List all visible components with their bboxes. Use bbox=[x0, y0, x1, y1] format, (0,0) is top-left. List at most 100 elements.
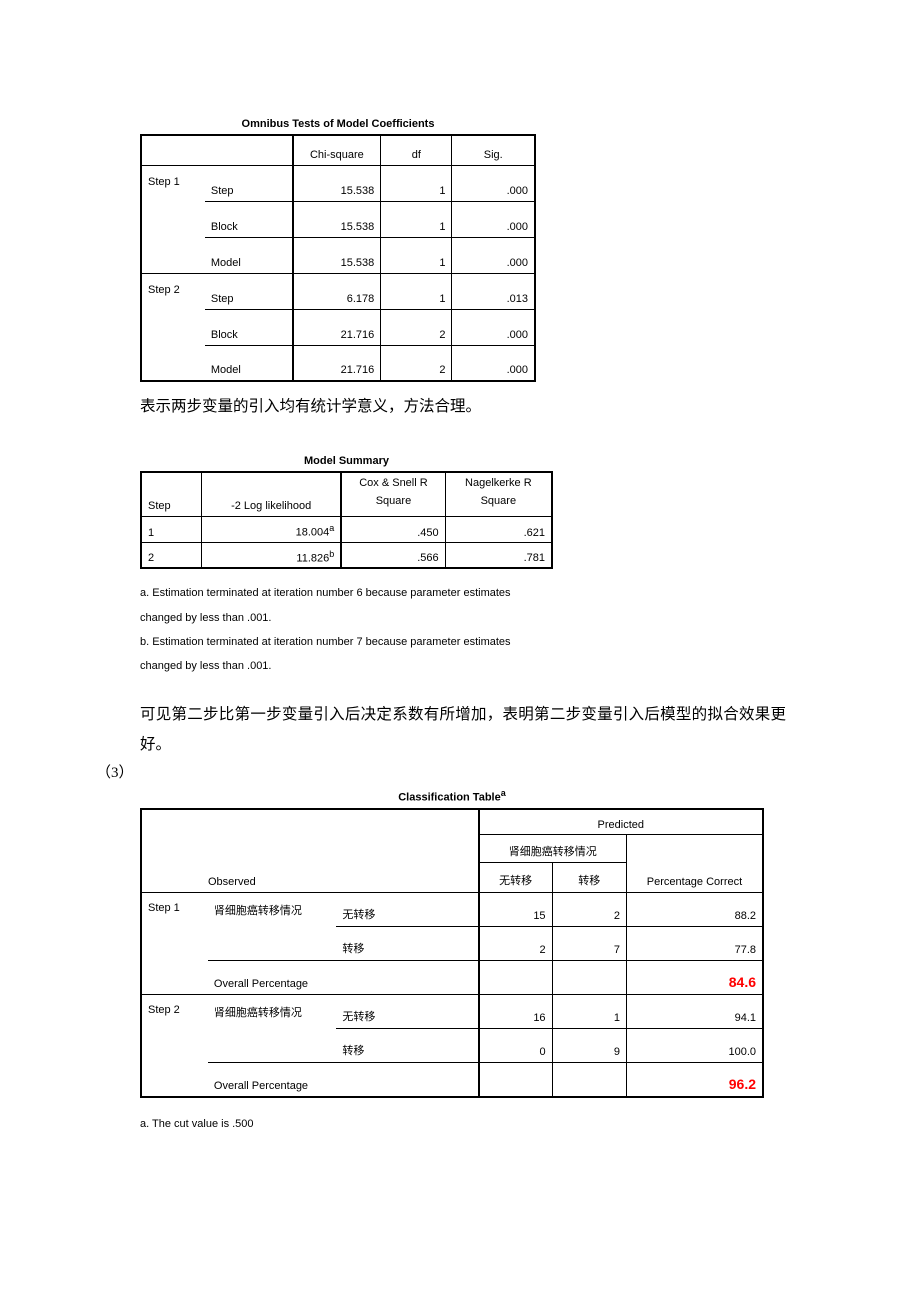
table1-cell: Block bbox=[205, 201, 293, 237]
table3-cell: 转移 bbox=[336, 1029, 478, 1063]
table3-cell: Step 2 bbox=[141, 995, 208, 1097]
table1-cell: Step bbox=[205, 273, 293, 309]
table1-cell: 1 bbox=[381, 273, 452, 309]
table3-cell: 84.6 bbox=[626, 961, 763, 995]
table1-cell: 6.178 bbox=[293, 273, 381, 309]
table3-cell: 100.0 bbox=[626, 1029, 763, 1063]
footnote-line: changed by less than .001. bbox=[140, 654, 920, 678]
table3-cell: 77.8 bbox=[626, 927, 763, 961]
table3-cell: 15 bbox=[479, 893, 552, 927]
table2-cell: .450 bbox=[341, 516, 445, 542]
table2-cell: .781 bbox=[445, 542, 552, 568]
table3-cell bbox=[479, 1063, 552, 1097]
table2-cell: 18.004a bbox=[202, 516, 342, 542]
table1-cell: 1 bbox=[381, 165, 452, 201]
table3-header-pct: Percentage Correct bbox=[626, 835, 763, 893]
table3-cell: 94.1 bbox=[626, 995, 763, 1029]
table1-header: df bbox=[381, 135, 452, 165]
table1-block: Omnibus Tests of Model Coefficients Chi-… bbox=[140, 118, 920, 382]
table2-cell: .566 bbox=[341, 542, 445, 568]
table3-cell: 16 bbox=[479, 995, 552, 1029]
table3-cell: 96.2 bbox=[626, 1063, 763, 1097]
table3-cell: Overall Percentage bbox=[208, 961, 479, 995]
table1-cell: 1 bbox=[381, 201, 452, 237]
table3-title-text: Classification Table bbox=[398, 792, 501, 804]
table1-cell: Step 1 bbox=[141, 165, 205, 273]
table3-header-group: 肾细胞癌转移情况 bbox=[479, 835, 627, 863]
table3-cell: Overall Percentage bbox=[208, 1063, 479, 1097]
table1-cell: .013 bbox=[452, 273, 535, 309]
table1-cell: 21.716 bbox=[293, 309, 381, 345]
table3-cell: 7 bbox=[552, 927, 626, 961]
table3-block: Classification Tablea Predicted肾细胞癌转移情况P… bbox=[140, 788, 920, 1098]
table1-cell: .000 bbox=[452, 345, 535, 381]
table2-block: Model Summary Step-2 Log likelihoodCox &… bbox=[140, 455, 920, 569]
table3-cell: 1 bbox=[552, 995, 626, 1029]
table3-cell: 9 bbox=[552, 1029, 626, 1063]
table1-cell: 2 bbox=[381, 309, 452, 345]
table1-cell: Step 2 bbox=[141, 273, 205, 381]
table3-header-predicted: Predicted bbox=[479, 809, 763, 835]
table3-cell: 88.2 bbox=[626, 893, 763, 927]
table3-cell bbox=[552, 1063, 626, 1097]
paragraph-2: 可见第二步比第一步变量引入后决定系数有所增加，表明第二步变量引入后模型的拟合效果… bbox=[140, 700, 786, 759]
footnote-line: b. Estimation terminated at iteration nu… bbox=[140, 630, 920, 654]
table1-cell: 15.538 bbox=[293, 237, 381, 273]
table2-header: Nagelkerke RSquare bbox=[445, 472, 552, 516]
table1-cell: Block bbox=[205, 309, 293, 345]
table2: Step-2 Log likelihoodCox & Snell RSquare… bbox=[140, 471, 553, 569]
table3-cell: 肾细胞癌转移情况 bbox=[208, 893, 336, 961]
table1-cell: .000 bbox=[452, 309, 535, 345]
table1-header bbox=[141, 135, 205, 165]
table3-title-sup: a bbox=[501, 788, 506, 798]
table3-cell: 2 bbox=[552, 893, 626, 927]
table3-cell: Step 1 bbox=[141, 893, 208, 995]
table1-cell: Model bbox=[205, 237, 293, 273]
table2-header: Cox & Snell RSquare bbox=[341, 472, 445, 516]
table2-header: -2 Log likelihood bbox=[202, 472, 342, 516]
table3-header-sub2: 转移 bbox=[552, 863, 626, 893]
table1-cell: 2 bbox=[381, 345, 452, 381]
table1-header bbox=[205, 135, 293, 165]
paragraph-1: 表示两步变量的引入均有统计学意义，方法合理。 bbox=[140, 392, 780, 421]
table3-cell: 无转移 bbox=[336, 893, 478, 927]
table3-cell bbox=[552, 961, 626, 995]
table1-title: Omnibus Tests of Model Coefficients bbox=[140, 118, 536, 130]
table2-cell: 2 bbox=[141, 542, 202, 568]
table3-cell: 转移 bbox=[336, 927, 478, 961]
table3-cell: 无转移 bbox=[336, 995, 478, 1029]
table3-header-blank bbox=[141, 809, 479, 863]
table3-cell: 2 bbox=[479, 927, 552, 961]
table3-header-sub1: 无转移 bbox=[479, 863, 552, 893]
table1-cell: .000 bbox=[452, 237, 535, 273]
table1-cell: 1 bbox=[381, 237, 452, 273]
table3-header-observed: Observed bbox=[141, 863, 479, 893]
table1-cell: 21.716 bbox=[293, 345, 381, 381]
table3-cell: 肾细胞癌转移情况 bbox=[208, 995, 336, 1063]
table1: Chi-squaredfSig.Step 1Step15.5381.000Blo… bbox=[140, 134, 536, 382]
page: Omnibus Tests of Model Coefficients Chi-… bbox=[0, 0, 920, 1302]
footnote-line: changed by less than .001. bbox=[140, 606, 920, 630]
table3-title: Classification Tablea bbox=[140, 788, 764, 804]
table1-header: Sig. bbox=[452, 135, 535, 165]
table1-cell: 15.538 bbox=[293, 165, 381, 201]
table1-cell: Step bbox=[205, 165, 293, 201]
footnotes-2: a. The cut value is .500 bbox=[140, 1112, 920, 1136]
table2-cell: 11.826b bbox=[202, 542, 342, 568]
table1-cell: .000 bbox=[452, 201, 535, 237]
section-label: （3） bbox=[96, 761, 920, 782]
table3-cell: 0 bbox=[479, 1029, 552, 1063]
table2-cell: 1 bbox=[141, 516, 202, 542]
table2-header: Step bbox=[141, 472, 202, 516]
table1-header: Chi-square bbox=[293, 135, 381, 165]
table1-cell: 15.538 bbox=[293, 201, 381, 237]
footnote-line: a. Estimation terminated at iteration nu… bbox=[140, 581, 920, 605]
table2-title: Model Summary bbox=[140, 455, 553, 467]
footnotes-1: a. Estimation terminated at iteration nu… bbox=[140, 581, 920, 678]
table3-cell bbox=[479, 961, 552, 995]
footnote-line: a. The cut value is .500 bbox=[140, 1112, 920, 1136]
table3: Predicted肾细胞癌转移情况Percentage CorrectObser… bbox=[140, 808, 764, 1098]
table1-cell: .000 bbox=[452, 165, 535, 201]
table2-cell: .621 bbox=[445, 516, 552, 542]
table1-cell: Model bbox=[205, 345, 293, 381]
